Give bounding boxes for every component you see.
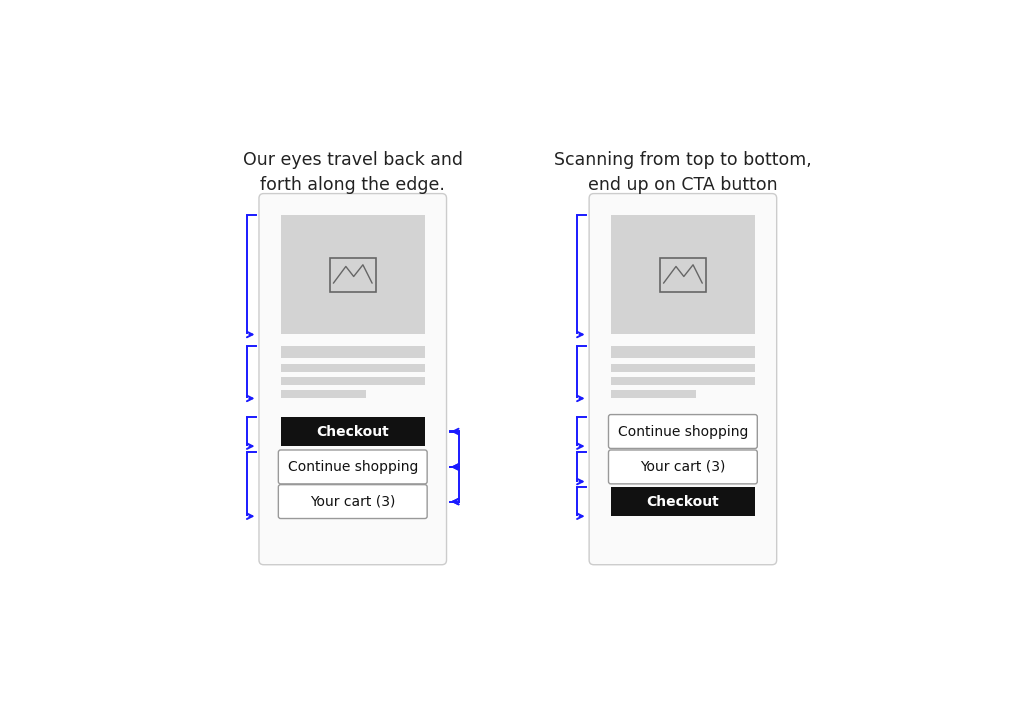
Bar [281, 417, 425, 446]
Bar [281, 346, 425, 357]
Text: Checkout: Checkout [316, 425, 389, 439]
FancyBboxPatch shape [608, 450, 758, 484]
Text: Continue shopping: Continue shopping [288, 460, 418, 474]
Text: Your cart (3): Your cart (3) [310, 495, 395, 508]
Bar [281, 390, 366, 399]
Text: Continue shopping: Continue shopping [617, 425, 749, 439]
Bar [659, 258, 706, 291]
Bar [611, 377, 755, 385]
Text: Our eyes travel back and
forth along the edge.: Our eyes travel back and forth along the… [243, 152, 463, 194]
Text: Your cart (3): Your cart (3) [640, 460, 726, 474]
FancyBboxPatch shape [279, 450, 427, 484]
Bar [611, 346, 755, 357]
Bar [611, 487, 755, 516]
Bar [611, 390, 696, 399]
Text: Scanning from top to bottom,
end up on CTA button: Scanning from top to bottom, end up on C… [554, 152, 812, 194]
Bar [281, 215, 425, 334]
FancyBboxPatch shape [279, 484, 427, 519]
Bar [330, 258, 376, 291]
FancyBboxPatch shape [608, 415, 758, 449]
Bar [281, 364, 425, 372]
FancyBboxPatch shape [589, 194, 776, 564]
Bar [611, 364, 755, 372]
Bar [281, 377, 425, 385]
Bar [611, 215, 755, 334]
Text: Checkout: Checkout [646, 495, 719, 508]
FancyBboxPatch shape [259, 194, 446, 564]
